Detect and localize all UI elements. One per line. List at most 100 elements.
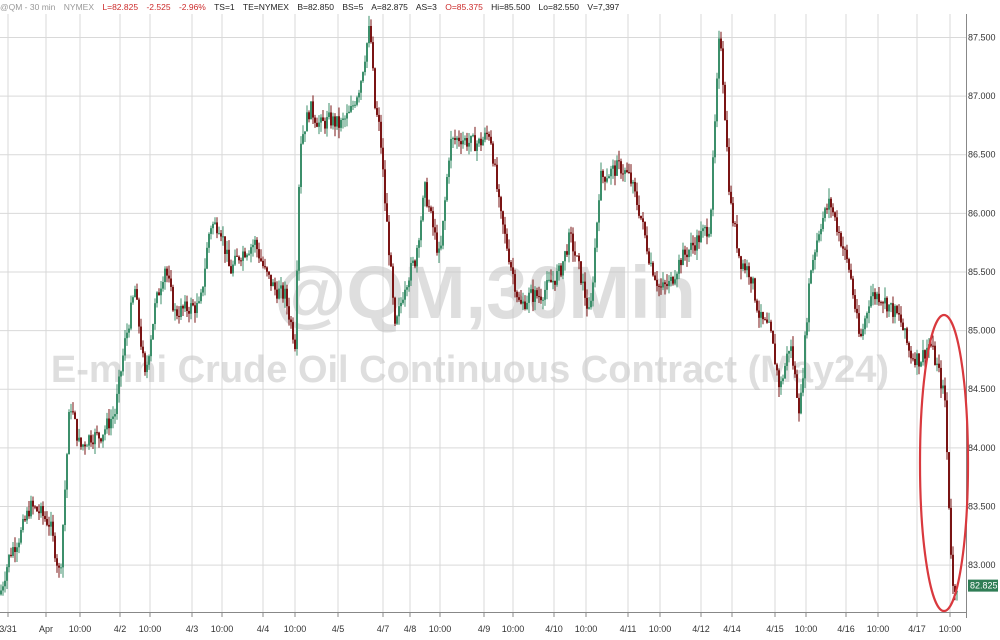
x-tick-label: 4/8 — [404, 624, 417, 634]
net-change: -2.525 — [146, 2, 171, 12]
candle-body — [234, 255, 236, 265]
candle-body — [370, 26, 372, 43]
candle-body — [366, 43, 368, 62]
candle-body — [682, 249, 684, 266]
candle-body — [772, 330, 774, 344]
y-tick-label: 84.000 — [968, 443, 996, 453]
candle-body — [884, 297, 886, 304]
candle-body — [526, 302, 528, 310]
candle-body — [866, 313, 868, 319]
candle-body — [936, 363, 938, 365]
candle-body — [330, 112, 332, 126]
candle-body — [198, 301, 200, 303]
candle-body — [420, 220, 422, 241]
candle-body — [346, 113, 348, 119]
candle-body — [532, 289, 534, 302]
candle-body — [156, 292, 158, 304]
candle-body — [174, 309, 176, 311]
candle-body — [588, 307, 590, 309]
last-price-label: 82.825 — [970, 581, 998, 591]
candle-body — [874, 292, 876, 300]
candle-body — [582, 281, 584, 284]
candle-body — [888, 304, 890, 312]
candle-body — [498, 189, 500, 198]
open-field: O=85.375 — [445, 2, 483, 12]
candle-body — [692, 242, 694, 246]
candle-body — [450, 138, 452, 161]
candle-body — [226, 249, 228, 254]
candle-body — [672, 276, 674, 284]
candle-body — [658, 285, 660, 287]
candle-body — [284, 288, 286, 299]
candle-body — [490, 136, 492, 144]
candle-body — [6, 567, 8, 581]
candle-body — [782, 378, 784, 382]
candle-body — [224, 236, 226, 254]
candle-body — [82, 444, 84, 447]
candle-body — [324, 120, 326, 129]
candle-body — [668, 280, 670, 286]
candle-body — [890, 303, 892, 305]
candle-body — [626, 170, 628, 172]
candle-body — [514, 274, 516, 292]
candle-body — [946, 400, 948, 453]
candle-body — [552, 280, 554, 283]
candle-body — [220, 233, 222, 237]
candle-body — [530, 289, 532, 293]
x-tick-label: 4/15 — [766, 624, 784, 634]
candle-body — [238, 256, 240, 261]
candle-body — [942, 385, 944, 389]
candle-body — [602, 170, 604, 177]
candle-body — [72, 411, 74, 413]
candle-body — [818, 234, 820, 241]
watermark-description: E-mini Crude Oil Continuous Contract (Ma… — [51, 349, 889, 391]
candle-body — [954, 585, 956, 592]
candle-body — [208, 233, 210, 248]
candle-body — [740, 256, 742, 269]
candle-body — [50, 521, 52, 527]
candle-body — [126, 332, 128, 339]
candle-body — [38, 511, 40, 514]
candle-body — [334, 116, 336, 127]
candle-body — [540, 296, 542, 301]
candle-body — [590, 300, 592, 308]
candle-body — [852, 278, 854, 296]
candle-body — [452, 138, 454, 140]
candle-body — [796, 374, 798, 398]
candle-body — [744, 263, 746, 271]
candle-body — [478, 138, 480, 144]
candle-body — [406, 287, 408, 290]
candle-body — [432, 211, 434, 228]
candle-body — [144, 353, 146, 373]
candle-body — [806, 322, 808, 336]
candle-body — [910, 350, 912, 359]
candle-body — [868, 306, 870, 314]
candle-body — [350, 106, 352, 112]
low-field: Lo=82.550 — [538, 2, 579, 12]
ask-field: A=82.875 — [371, 2, 408, 12]
candle-body — [608, 176, 610, 179]
candle-body — [508, 248, 510, 263]
candle-body — [176, 309, 178, 316]
candle-body — [52, 521, 54, 536]
candle-body — [918, 353, 920, 367]
candle-body — [640, 215, 642, 219]
x-tick-label: 10:00 — [649, 624, 672, 634]
candle-body — [566, 251, 568, 255]
candle-body — [656, 279, 658, 286]
candle-body — [104, 429, 106, 435]
candle-body — [878, 293, 880, 303]
candlestick-series — [0, 15, 958, 601]
candle-body — [390, 255, 392, 267]
candle-body — [8, 554, 10, 568]
candle-body — [426, 182, 428, 207]
candle-body — [180, 305, 182, 318]
candle-body — [476, 143, 478, 151]
candle-body — [536, 290, 538, 297]
candle-body — [400, 302, 402, 307]
candle-body — [834, 212, 836, 218]
candle-body — [516, 291, 518, 298]
candle-body — [304, 131, 306, 135]
watermark-symbol: @QM,30Min — [274, 251, 696, 334]
